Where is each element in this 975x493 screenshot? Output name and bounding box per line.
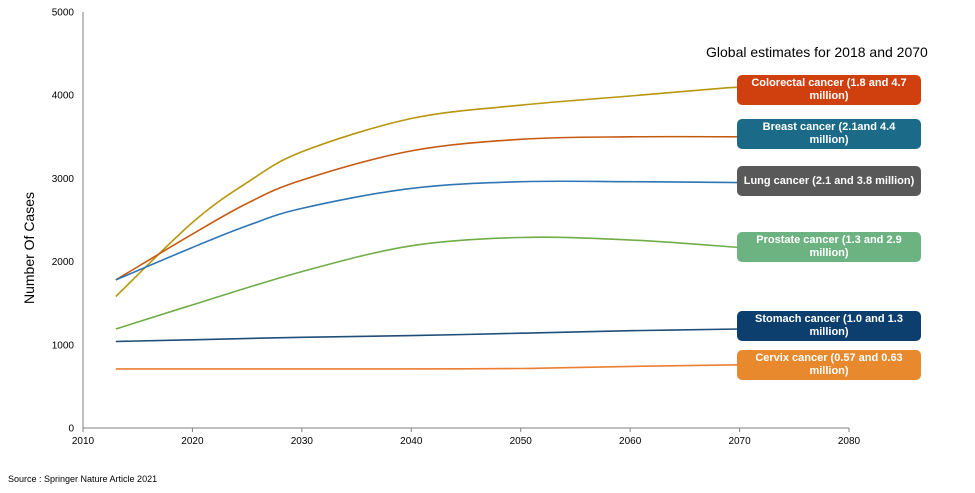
x-tick-label: 2010 <box>72 436 95 447</box>
label-breast: Breast cancer (2.1and 4.4 million) <box>737 119 921 149</box>
y-tick-label: 3000 <box>52 174 75 185</box>
y-tick-label: 1000 <box>52 340 75 351</box>
series-line-3 <box>115 236 740 330</box>
y-tick-label: 5000 <box>52 8 75 19</box>
x-tick-label: 2070 <box>728 436 751 447</box>
label-stomach: Stomach cancer (1.0 and 1.3 million) <box>737 311 921 341</box>
x-tick-label: 2020 <box>181 436 204 447</box>
x-tick-label: 2050 <box>510 436 533 447</box>
y-tick-label: 4000 <box>52 91 75 102</box>
label-lung: Lung cancer (2.1 and 3.8 million) <box>737 166 921 196</box>
x-tick-label: 2060 <box>619 436 642 447</box>
source-note: Source : Springer Nature Article 2021 <box>8 474 158 484</box>
series-line-0 <box>115 86 742 298</box>
y-tick-label: 0 <box>68 424 74 435</box>
legend-title: Global estimates for 2018 and 2070 <box>706 44 928 60</box>
x-tick-label: 2030 <box>291 436 314 447</box>
x-tick-label: 2040 <box>400 436 423 447</box>
series-line-2 <box>115 180 740 281</box>
y-tick-label: 2000 <box>52 257 75 268</box>
series-line-4 <box>115 328 740 343</box>
label-colorectal: Colorectal cancer (1.8 and 4.7 million) <box>737 75 921 105</box>
y-axis-title: Number Of Cases <box>21 191 37 305</box>
label-prostate: Prostate cancer (1.3 and 2.9 million) <box>737 232 921 262</box>
label-cervix: Cervix cancer (0.57 and 0.63 million) <box>737 350 921 380</box>
chart-axes: 0 1000 2000 3000 4000 5000 2010 2020 2030 2040 205… <box>52 8 861 448</box>
series-line-5 <box>115 364 740 370</box>
series-line-1 <box>115 135 740 281</box>
x-tick-label: 2080 <box>838 436 861 447</box>
chart-lines <box>115 86 742 370</box>
